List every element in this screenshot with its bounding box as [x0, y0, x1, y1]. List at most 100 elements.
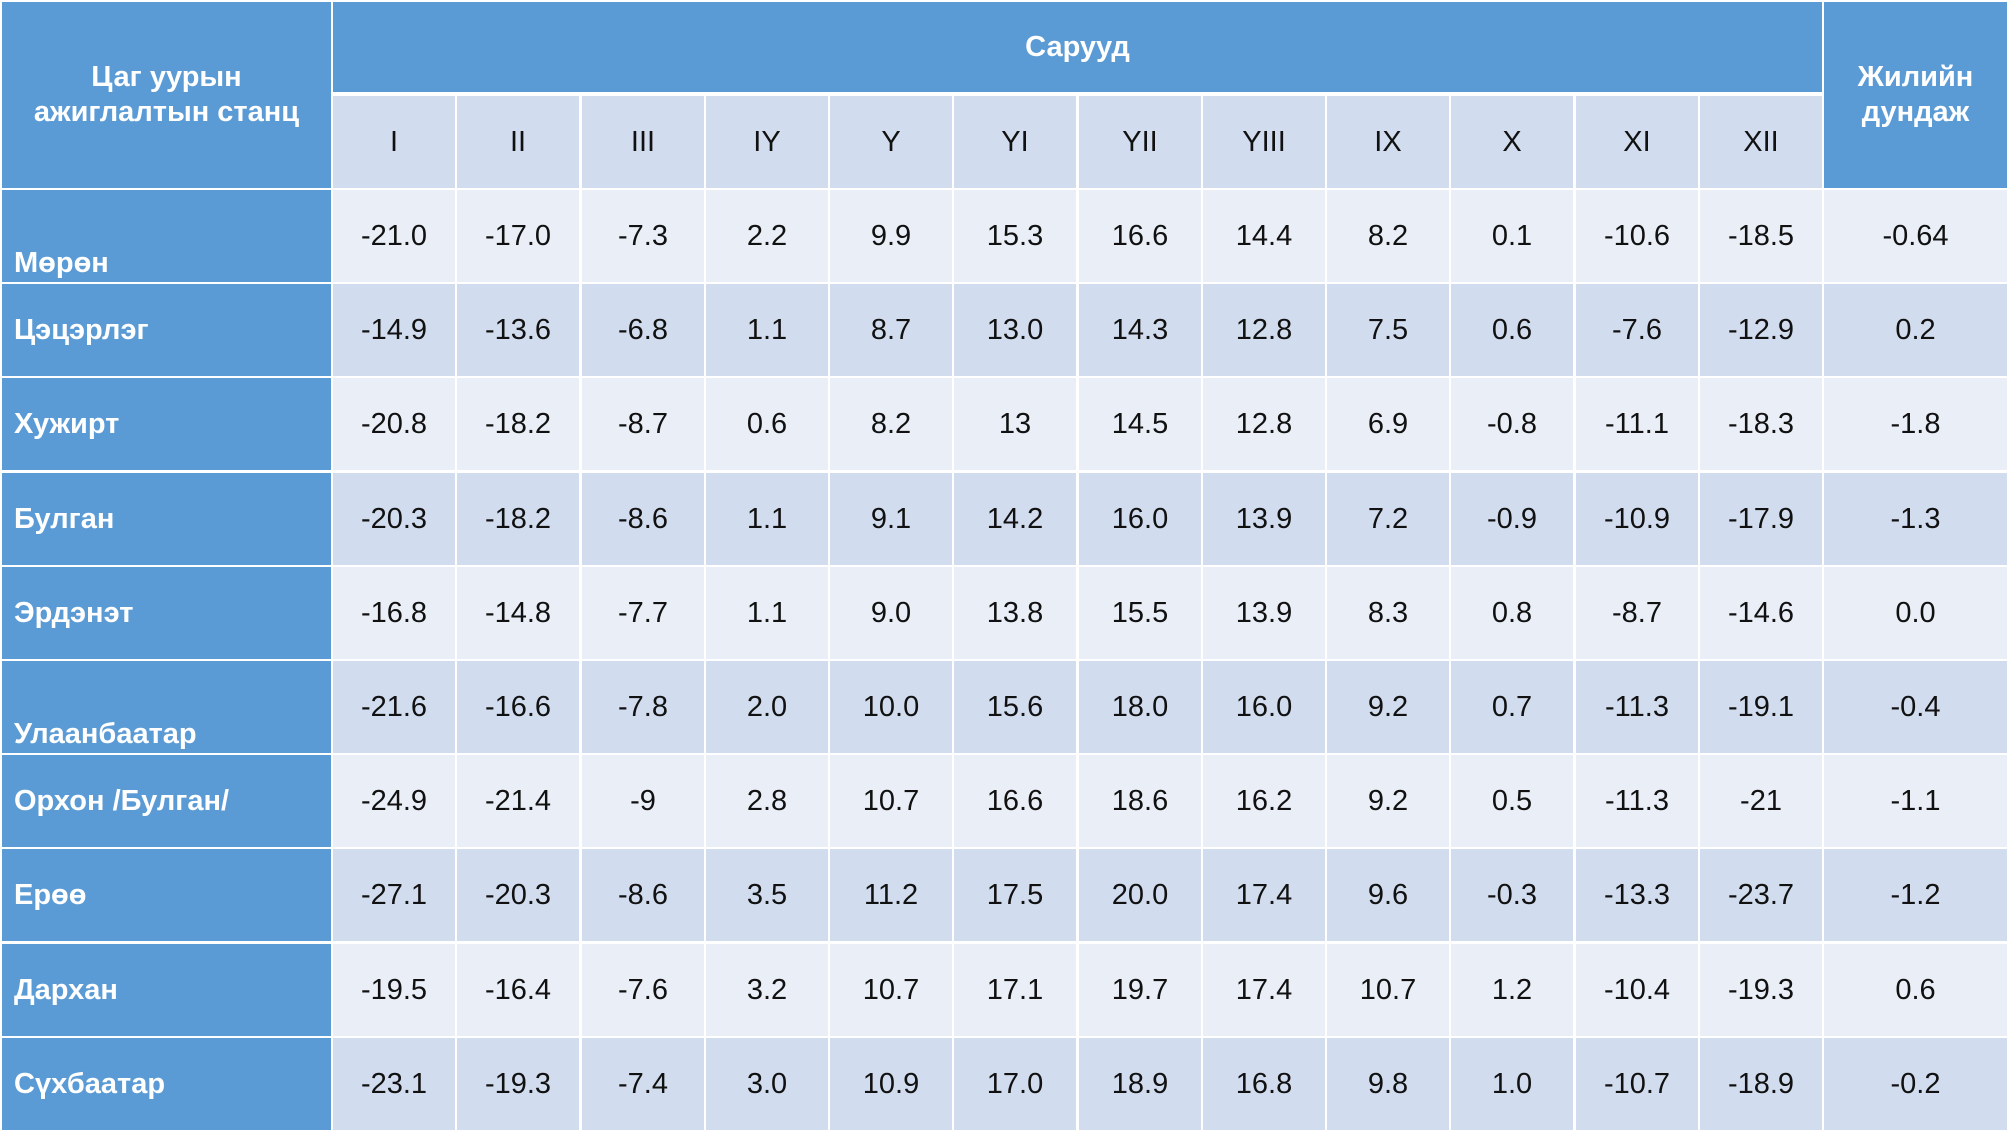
- temperature-cell: 13.9: [1203, 473, 1325, 565]
- temperature-cell: 8.2: [1327, 190, 1449, 282]
- temperature-cell: -13.6: [457, 284, 579, 376]
- annual-average-cell: -1.2: [1824, 849, 2007, 941]
- temperature-cell: -11.1: [1576, 378, 1698, 470]
- temperature-cell: -0.9: [1451, 473, 1573, 565]
- temperature-cell: 9.6: [1327, 849, 1449, 941]
- temperature-cell: 14.2: [954, 473, 1076, 565]
- temperature-cell: 3.5: [706, 849, 828, 941]
- station-name: Эрдэнэт: [2, 567, 331, 659]
- temperature-cell: -0.8: [1451, 378, 1573, 470]
- temperature-cell: -16.4: [457, 944, 579, 1036]
- temperature-cell: 1.0: [1451, 1038, 1573, 1130]
- month-header: Y: [830, 96, 952, 188]
- month-header: XII: [1700, 96, 1822, 188]
- temperature-cell: -19.3: [457, 1038, 579, 1130]
- temperature-cell: -0.3: [1451, 849, 1573, 941]
- temperature-cell: -19.1: [1700, 661, 1822, 753]
- temperature-cell: -7.6: [1576, 284, 1698, 376]
- temperature-cell: 2.0: [706, 661, 828, 753]
- temperature-cell: 3.0: [706, 1038, 828, 1130]
- temperature-cell: 1.1: [706, 473, 828, 565]
- temperature-cell: 16.6: [1079, 190, 1201, 282]
- temperature-cell: 3.2: [706, 944, 828, 1036]
- station-name: Хужирт: [2, 378, 331, 470]
- temperature-cell: 15.3: [954, 190, 1076, 282]
- annual-average-cell: 0.6: [1824, 944, 2007, 1036]
- month-header: III: [582, 96, 704, 188]
- temperature-cell: 9.9: [830, 190, 952, 282]
- temperature-cell: 11.2: [830, 849, 952, 941]
- station-name: Булган: [2, 473, 331, 565]
- temperature-cell: -21.4: [457, 755, 579, 847]
- temperature-cell: -21.0: [333, 190, 455, 282]
- temperature-cell: 13.8: [954, 567, 1076, 659]
- temperature-cell: 2.2: [706, 190, 828, 282]
- temperature-cell: -8.7: [1576, 567, 1698, 659]
- temperature-cell: -21.6: [333, 661, 455, 753]
- month-header: YI: [954, 96, 1076, 188]
- temperature-cell: -18.5: [1700, 190, 1822, 282]
- temperature-cell: -17.9: [1700, 473, 1822, 565]
- temperature-cell: -23.1: [333, 1038, 455, 1130]
- temperature-cell: 13.0: [954, 284, 1076, 376]
- temperature-cell: 17.4: [1203, 944, 1325, 1036]
- temperature-cell: 8.3: [1327, 567, 1449, 659]
- station-name: Дархан: [2, 944, 331, 1036]
- temperature-cell: -7.6: [582, 944, 704, 1036]
- temperature-cell: 18.0: [1079, 661, 1201, 753]
- temperature-cell: -7.4: [582, 1038, 704, 1130]
- temperature-cell: 2.8: [706, 755, 828, 847]
- month-header: X: [1451, 96, 1573, 188]
- station-name: Ерөө: [2, 849, 331, 941]
- temperature-cell: 17.5: [954, 849, 1076, 941]
- temperature-cell: 7.2: [1327, 473, 1449, 565]
- temperature-cell: 14.3: [1079, 284, 1201, 376]
- temperature-cell: 1.1: [706, 567, 828, 659]
- temperature-cell: 10.7: [1327, 944, 1449, 1036]
- temperature-cell: 9.0: [830, 567, 952, 659]
- temperature-cell: 12.8: [1203, 378, 1325, 470]
- month-header: XI: [1576, 96, 1698, 188]
- temperature-cell: -20.3: [333, 473, 455, 565]
- temperature-cell: -18.2: [457, 473, 579, 565]
- month-header: IY: [706, 96, 828, 188]
- temperature-cell: -27.1: [333, 849, 455, 941]
- station-name: Улаанбаатар: [2, 661, 331, 753]
- annual-average-cell: -0.2: [1824, 1038, 2007, 1130]
- temperature-cell: 17.1: [954, 944, 1076, 1036]
- temperature-cell: -20.3: [457, 849, 579, 941]
- station-name: Мөрөн: [2, 190, 331, 282]
- temperature-cell: -10.9: [1576, 473, 1698, 565]
- temperature-cell: 0.1: [1451, 190, 1573, 282]
- temperature-cell: 9.2: [1327, 661, 1449, 753]
- month-header: YII: [1079, 96, 1201, 188]
- temperature-cell: 0.6: [1451, 284, 1573, 376]
- temperature-cell: 0.8: [1451, 567, 1573, 659]
- temperature-cell: 15.6: [954, 661, 1076, 753]
- temperature-cell: 1.2: [1451, 944, 1573, 1036]
- temperature-cell: 9.1: [830, 473, 952, 565]
- temperature-cell: 14.5: [1079, 378, 1201, 470]
- month-header: IX: [1327, 96, 1449, 188]
- temperature-cell: -16.8: [333, 567, 455, 659]
- temperature-cell: 9.2: [1327, 755, 1449, 847]
- temperature-cell: -23.7: [1700, 849, 1822, 941]
- temperature-cell: 16.0: [1079, 473, 1201, 565]
- temperature-cell: -11.3: [1576, 661, 1698, 753]
- temperature-cell: 10.0: [830, 661, 952, 753]
- temperature-cell: -14.6: [1700, 567, 1822, 659]
- annual-average-cell: -1.3: [1824, 473, 2007, 565]
- temperature-cell: 6.9: [1327, 378, 1449, 470]
- temperature-cell: 8.7: [830, 284, 952, 376]
- station-name: Орхон /Булган/: [2, 755, 331, 847]
- annual-average-header: Жилийн дундаж: [1824, 2, 2007, 188]
- temperature-cell: -7.7: [582, 567, 704, 659]
- temperature-cell: -8.6: [582, 849, 704, 941]
- temperature-cell: 10.7: [830, 944, 952, 1036]
- temperature-cell: 19.7: [1079, 944, 1201, 1036]
- temperature-cell: 10.7: [830, 755, 952, 847]
- temperature-cell: 15.5: [1079, 567, 1201, 659]
- annual-average-cell: 0.2: [1824, 284, 2007, 376]
- temperature-cell: 7.5: [1327, 284, 1449, 376]
